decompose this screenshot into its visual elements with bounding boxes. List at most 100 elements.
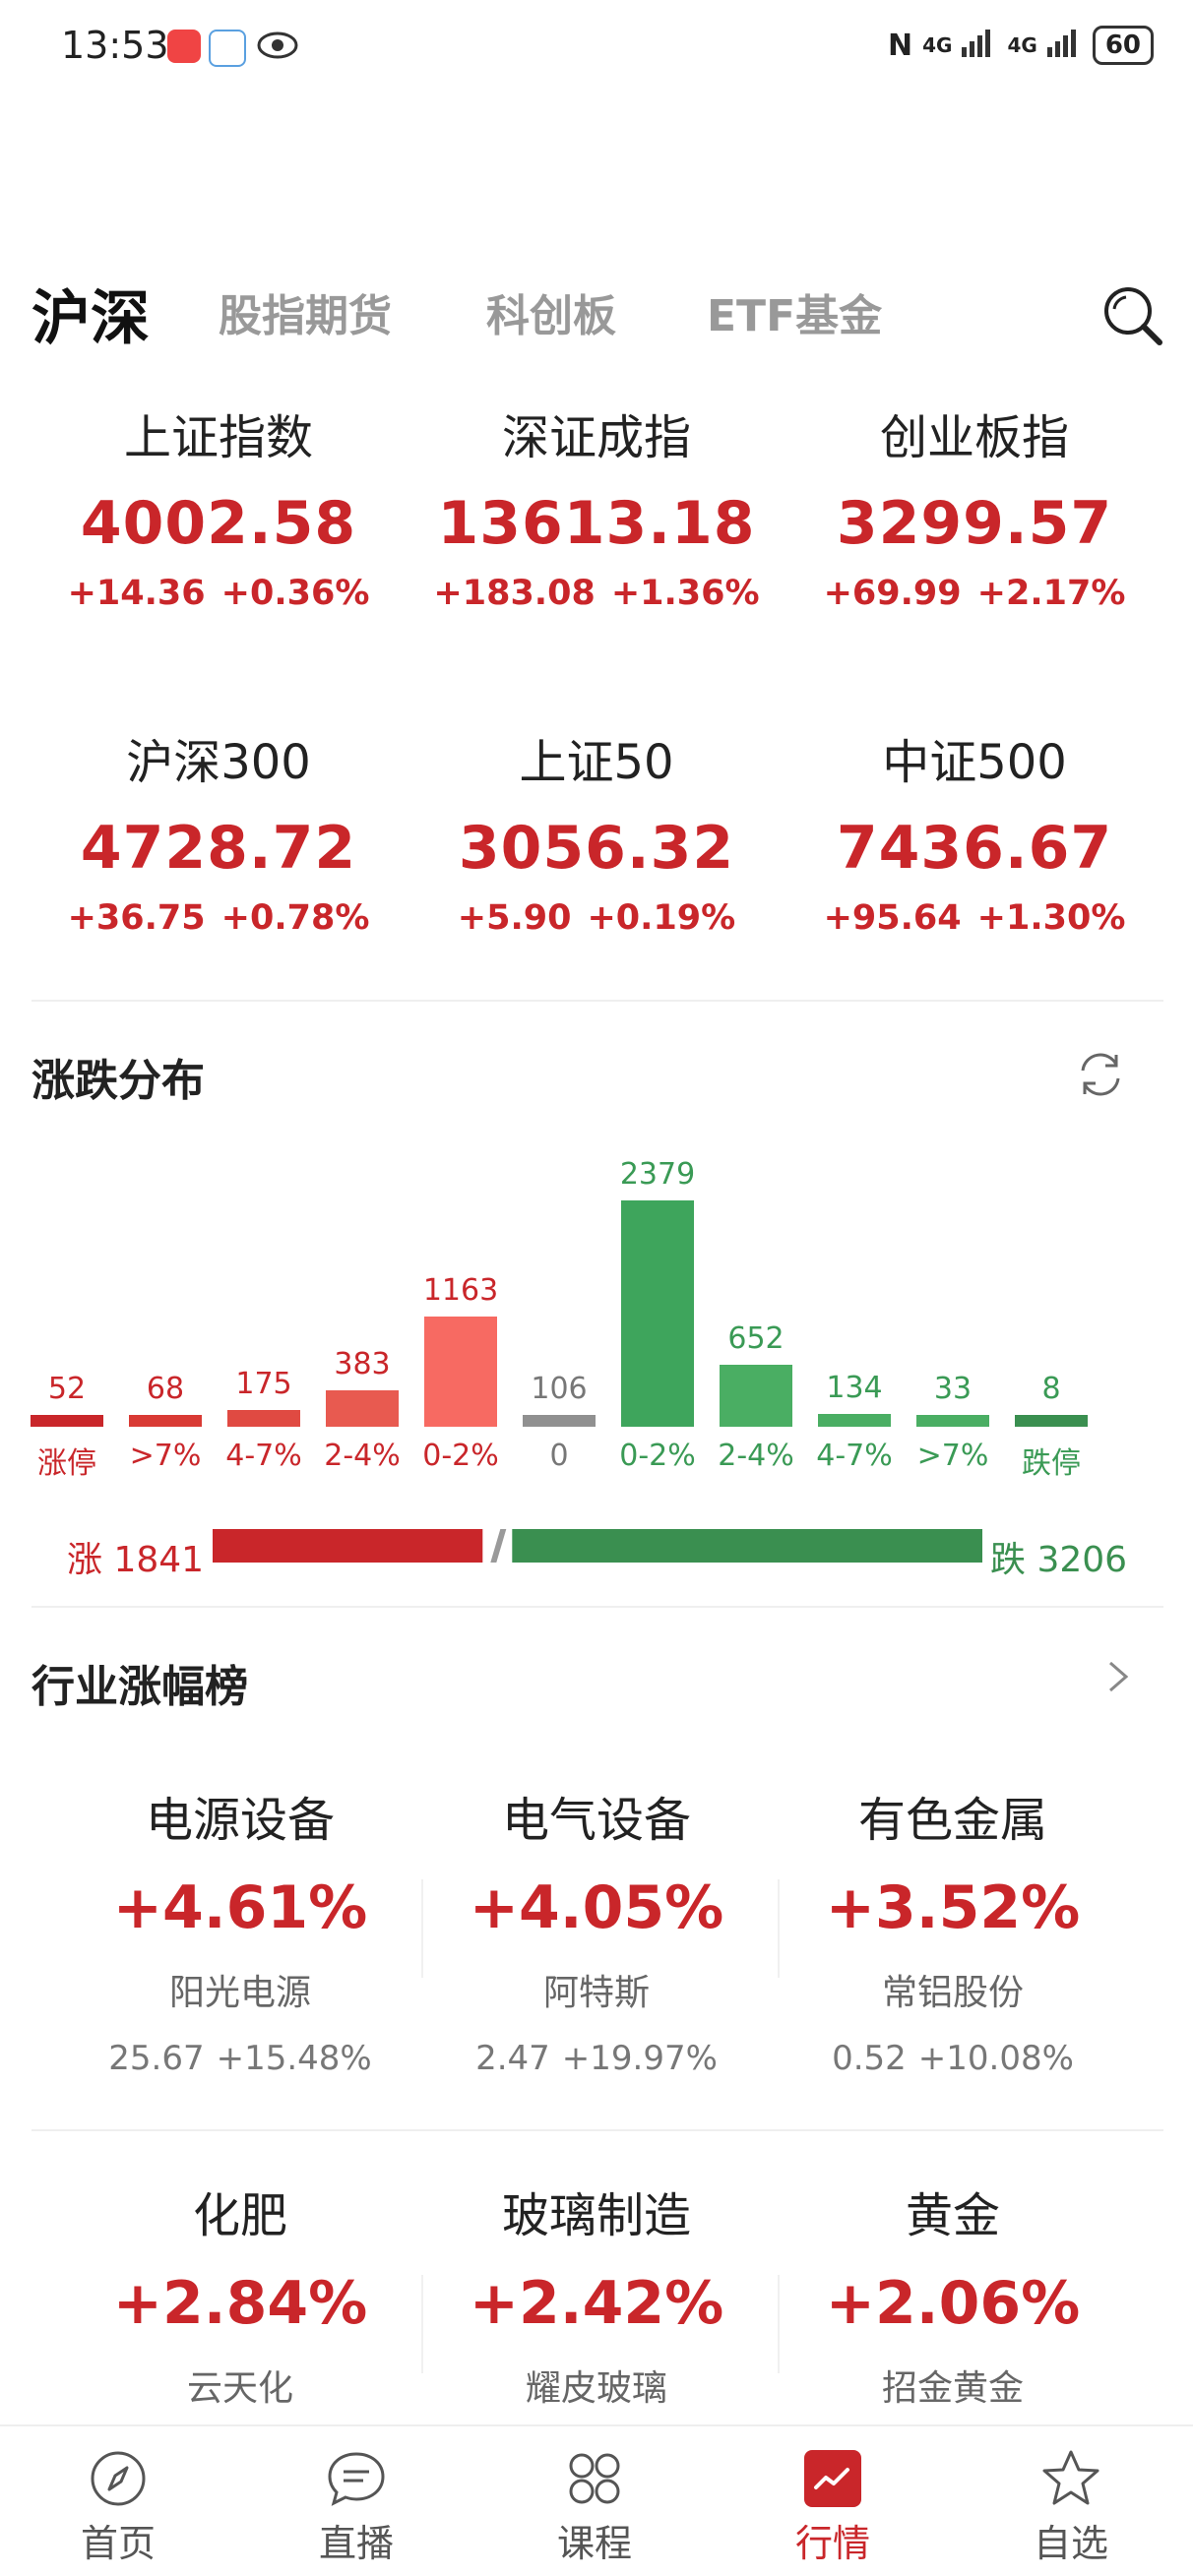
distribution-chart: 52 涨停 68 >7% 175 4-7% 383 2-4% 1163 0-2% 106 0 2379 0…	[0, 1141, 1193, 1496]
nav-courses[interactable]: 课程	[496, 2448, 693, 2567]
battery-icon: 60	[1092, 26, 1154, 65]
status-bar: 13:53 N 4G 4G 60	[0, 0, 1193, 98]
distribution-bar-value: 383	[334, 1346, 391, 1381]
chevron-right-icon[interactable]	[1100, 1657, 1136, 1700]
distribution-bar-value: 1163	[422, 1272, 499, 1308]
stock-pct: +15.48%	[216, 2039, 372, 2078]
refresh-icon[interactable]	[1073, 1047, 1128, 1106]
index-change: +5.90	[457, 898, 572, 938]
app-notification-icon	[167, 30, 201, 63]
leading-stock: 云天化	[186, 2368, 293, 2409]
nav-label: 自选	[1033, 2522, 1108, 2565]
index-change: +14.36	[67, 574, 206, 613]
index-pct: +1.30%	[976, 898, 1126, 938]
nav-live[interactable]: 直播	[258, 2448, 455, 2567]
index-change: +36.75	[67, 898, 206, 938]
industry-card[interactable]: 电气设备 +4.05% 阿特斯 2.47 +19.97%	[419, 1781, 774, 2078]
distribution-bar	[227, 1410, 300, 1427]
index-card-sh[interactable]: 上证指数 4002.58 +14.36 +0.36%	[31, 399, 406, 613]
tab-star-market[interactable]: 科创板	[486, 291, 616, 341]
distribution-bar-value: 175	[235, 1367, 292, 1402]
index-name: 深证成指	[501, 410, 691, 465]
fall-summary: 跌 3206	[990, 1531, 1127, 1582]
industry-pct: +2.42%	[469, 2269, 724, 2338]
nav-label: 课程	[556, 2522, 632, 2565]
industry-card[interactable]: 黄金 +2.06% 招金黄金	[776, 2177, 1130, 2411]
app-notification-icon	[209, 30, 246, 67]
index-card-hs300[interactable]: 沪深300 4728.72 +36.75 +0.78%	[31, 723, 406, 938]
fall-label: 跌	[990, 1540, 1027, 1580]
divider	[31, 1000, 1163, 1002]
status-icons: N 4G 4G 60	[888, 26, 1154, 65]
nav-label: 直播	[318, 2522, 394, 2565]
industry-name: 电源设备	[145, 1793, 335, 1848]
distribution-bar-value: 33	[933, 1372, 973, 1406]
divider	[778, 2275, 780, 2373]
distribution-bar	[424, 1316, 497, 1427]
industry-pct: +3.52%	[825, 1873, 1081, 1942]
stock-price: 0.52	[832, 2039, 907, 2078]
distribution-bar-value: 134	[826, 1371, 883, 1406]
industry-card[interactable]: 玻璃制造 +2.42% 耀皮玻璃	[419, 2177, 774, 2411]
index-card-cyb[interactable]: 创业板指 3299.57 +69.99 +2.17%	[787, 399, 1162, 613]
nav-home[interactable]: 首页	[20, 2448, 217, 2567]
index-name: 沪深300	[126, 735, 311, 790]
rise-bar	[213, 1529, 483, 1563]
distribution-bar-label: 0	[549, 1439, 569, 1473]
distribution-bar-label: 4-7%	[225, 1439, 302, 1473]
index-pct: +0.19%	[587, 898, 736, 938]
index-value: 3299.57	[836, 489, 1113, 558]
nav-watchlist[interactable]: 自选	[973, 2448, 1169, 2567]
index-pct: +0.78%	[220, 898, 370, 938]
distribution-bar-label: 0-2%	[422, 1439, 499, 1473]
bottom-nav: 首页 直播 课程 行情 自选	[0, 2424, 1193, 2576]
index-name: 上证50	[519, 735, 674, 790]
nav-market[interactable]: 行情	[734, 2448, 931, 2567]
distribution-bar	[129, 1415, 202, 1427]
leading-stock: 阳光电源	[168, 1973, 311, 2013]
distribution-bar	[326, 1389, 399, 1427]
nav-label: 首页	[80, 2522, 156, 2565]
tab-index-futures[interactable]: 股指期货	[219, 291, 392, 341]
distribution-bar-label: 2-4%	[718, 1439, 794, 1473]
leading-stock: 常铝股份	[881, 1973, 1024, 2013]
index-value: 7436.67	[836, 814, 1113, 883]
industry-name: 玻璃制造	[501, 2188, 691, 2243]
signal-icon	[1046, 28, 1083, 64]
index-card-zz500[interactable]: 中证500 7436.67 +95.64 +1.30%	[787, 723, 1162, 938]
leading-stock: 招金黄金	[881, 2368, 1024, 2409]
rise-label: 涨	[67, 1540, 103, 1580]
distribution-bar	[720, 1364, 792, 1427]
distribution-bar-value: 106	[531, 1372, 588, 1406]
stock-pct: +10.08%	[917, 2039, 1074, 2078]
rise-summary: 涨 1841	[67, 1531, 204, 1582]
nfc-icon: N	[888, 28, 913, 63]
distribution-bar-label: 4-7%	[816, 1439, 893, 1473]
distribution-bar-label: >7%	[129, 1439, 202, 1473]
divider	[31, 1606, 1163, 1608]
search-icon[interactable]	[1100, 283, 1165, 348]
industry-name: 化肥	[192, 2188, 287, 2243]
distribution-bar-label: >7%	[916, 1439, 989, 1473]
industry-card[interactable]: 电源设备 +4.61% 阳光电源 25.67 +15.48%	[63, 1781, 417, 2078]
tab-hushen[interactable]: 沪深	[31, 284, 150, 353]
nav-label: 行情	[794, 2522, 870, 2565]
industry-pct: +4.61%	[112, 1873, 368, 1942]
index-card-sz50[interactable]: 上证50 3056.32 +5.90 +0.19%	[409, 723, 784, 938]
distribution-bar	[1015, 1415, 1088, 1427]
leading-stock: 耀皮玻璃	[525, 2368, 667, 2409]
index-pct: +1.36%	[610, 574, 760, 613]
distribution-bar-value: 8	[1041, 1372, 1061, 1406]
index-name: 中证500	[882, 735, 1067, 790]
tab-etf-fund[interactable]: ETF基金	[707, 291, 883, 341]
industry-name: 电气设备	[501, 1793, 691, 1848]
industry-pct: +4.05%	[469, 1873, 724, 1942]
industry-card[interactable]: 有色金属 +3.52% 常铝股份 0.52 +10.08%	[776, 1781, 1130, 2078]
distribution-bar-label: 涨停	[37, 1446, 96, 1481]
distribution-bar	[523, 1415, 596, 1427]
eye-icon	[256, 30, 299, 65]
compass-icon	[88, 2448, 149, 2509]
industry-card[interactable]: 化肥 +2.84% 云天化	[63, 2177, 417, 2411]
distribution-bar-value: 652	[727, 1320, 785, 1356]
index-card-sz[interactable]: 深证成指 13613.18 +183.08 +1.36%	[409, 399, 784, 613]
